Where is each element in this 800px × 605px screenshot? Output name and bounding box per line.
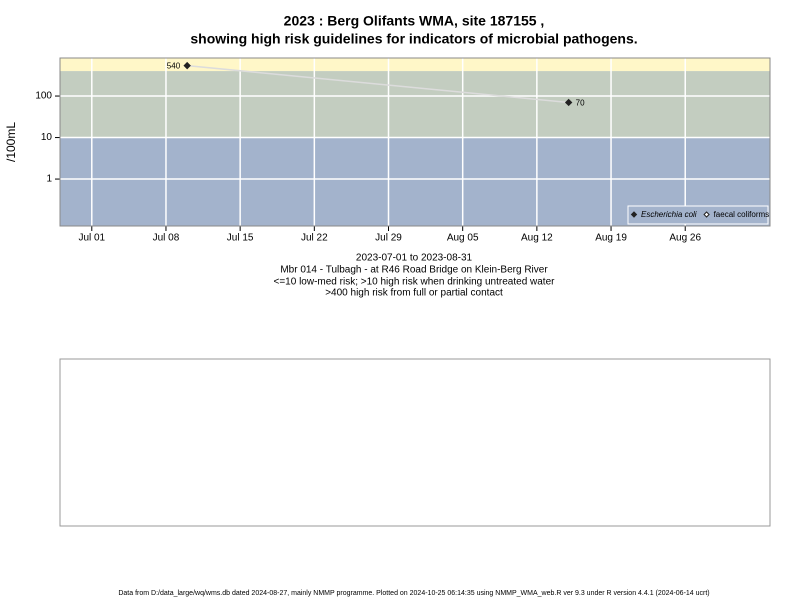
x-axis-label: <=10 low-med risk; >10 high risk when dr… [274, 277, 556, 288]
x-axis-label: >400 high risk from full or partial cont… [325, 288, 503, 299]
chart-title: showing high risk guidelines for indicat… [190, 31, 637, 47]
legend-label: faecal coliforms [714, 210, 770, 219]
x-tick-label: Aug 26 [669, 233, 701, 244]
chart-title: 2023 : Berg Olifants WMA, site 187155 , [284, 13, 545, 29]
data-point [564, 98, 573, 107]
x-axis-label: 2023-07-01 to 2023-08-31 [356, 253, 473, 264]
plot-frame [59, 57, 771, 227]
y-tick-label: 100 [35, 91, 52, 102]
y-tick-label: 10 [41, 132, 53, 143]
legend-marker [703, 211, 710, 218]
y-tick-label: 1 [46, 174, 52, 185]
x-tick-label: Aug 12 [521, 233, 553, 244]
risk-band [60, 58, 770, 72]
x-tick-label: Jul 29 [375, 233, 402, 244]
legend-marker [630, 211, 638, 218]
data-label: 540 [167, 62, 181, 71]
x-tick-label: Jul 08 [153, 233, 180, 244]
data-point [183, 61, 191, 70]
x-tick-label: Aug 05 [447, 233, 479, 244]
legend-box [627, 205, 769, 225]
x-tick-label: Jul 15 [227, 233, 254, 244]
x-tick-label: Jul 01 [78, 233, 105, 244]
x-tick-label: Jul 22 [301, 233, 328, 244]
footer: Data from D:/data_large/wq/wms.db dated … [118, 590, 709, 597]
risk-band [60, 71, 770, 138]
y-axis-label: /100mL [4, 122, 18, 162]
series-line [187, 64, 569, 104]
x-tick-label: Aug 19 [595, 233, 627, 244]
empty-panel [59, 358, 771, 527]
x-axis-label: Mbr 014 - Tulbagh - at R46 Road Bridge o… [280, 265, 548, 276]
legend-label: Escherichia coli [641, 210, 697, 219]
data-label: 70 [576, 99, 585, 108]
